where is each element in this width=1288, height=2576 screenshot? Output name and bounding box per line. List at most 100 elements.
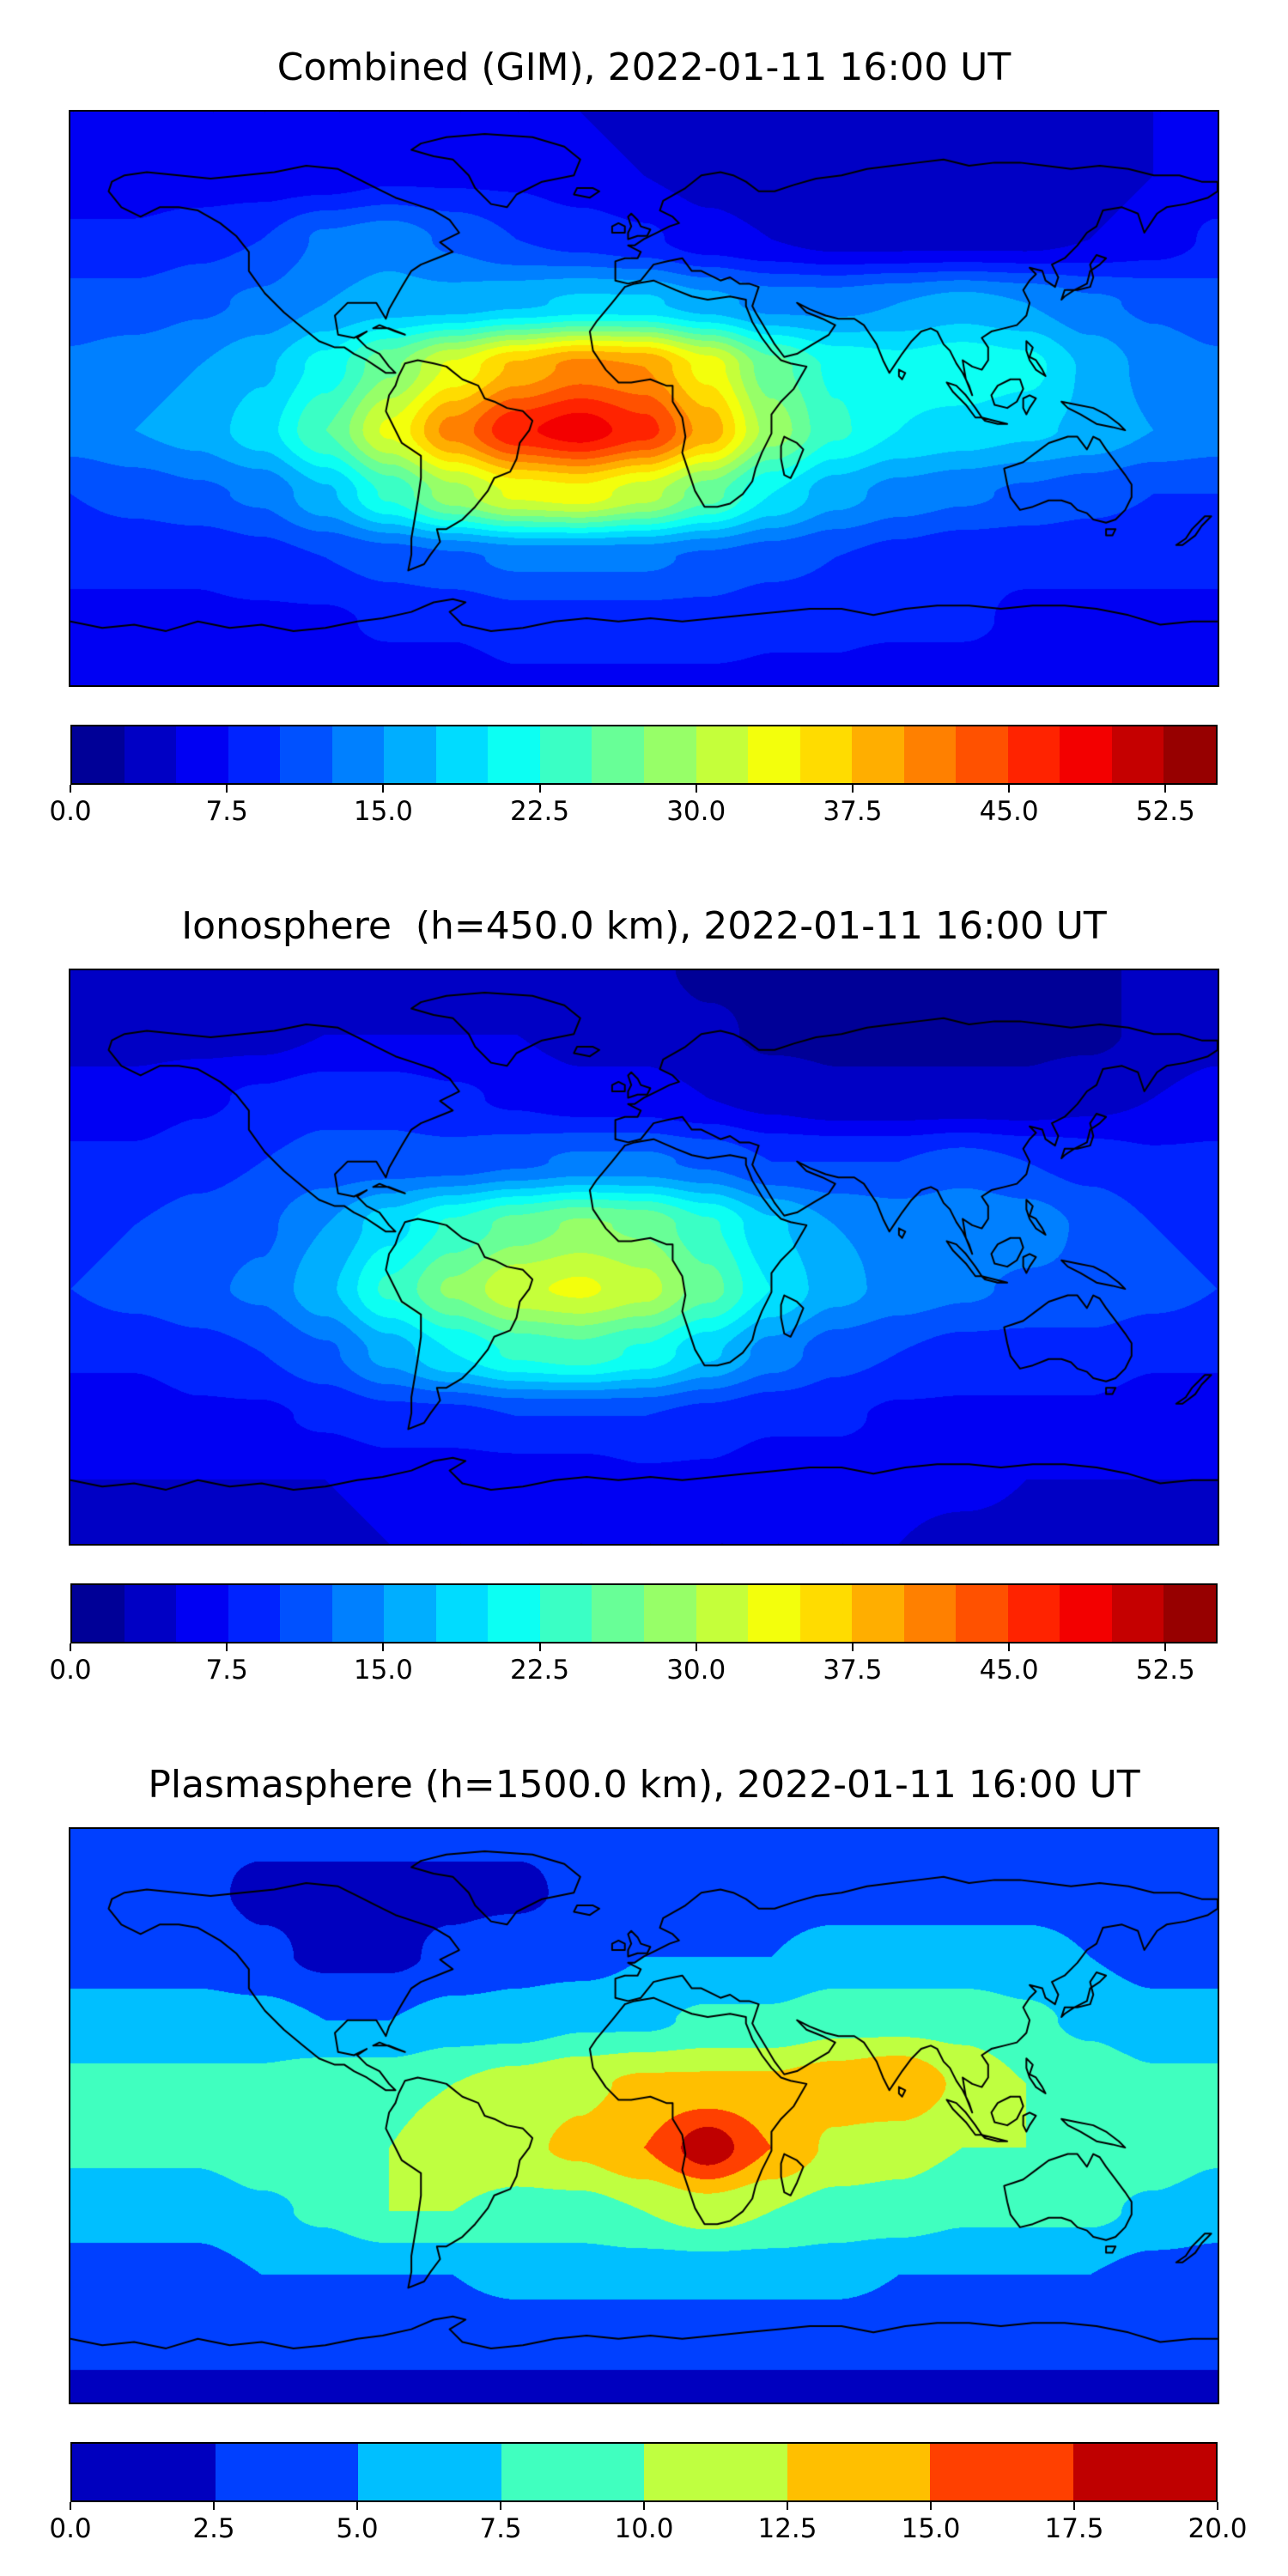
colorbar-tick <box>1217 2502 1218 2510</box>
colorbar-tick <box>1008 785 1011 793</box>
panel-title-ionosphere: Ionosphere (h=450.0 km), 2022-01-11 16:0… <box>181 904 1107 948</box>
colorbar-ticklabels: 0.0 2.5 5.0 7.5 10.0 12.5 15.0 17.5 20.0 <box>49 2513 1247 2549</box>
colorbar-tickmarks <box>70 1643 1218 1652</box>
colorbar-segment <box>384 1585 436 1642</box>
colorbar-segment <box>930 2444 1073 2500</box>
colorbar-tick <box>1164 785 1167 793</box>
map-frame-plasmasphere <box>69 1827 1219 2404</box>
colorbar-tick-label: 17.5 <box>1044 2513 1104 2544</box>
colorbar-tick <box>1164 1643 1167 1651</box>
colorbar-tick <box>1073 2502 1075 2510</box>
colorbar-wrap-ionosphere: 0.0 7.5 15.0 22.5 30.0 37.5 45.0 52.5 <box>49 1583 1218 1691</box>
colorbar-wrap-plasmasphere: 0.0 2.5 5.0 7.5 10.0 12.5 15.0 17.5 20.0 <box>49 2442 1248 2549</box>
colorbar-segment <box>787 2444 930 2500</box>
colorbar-segment <box>748 1585 800 1642</box>
colorbar-tick <box>643 2502 645 2510</box>
colorbar-tick-label: 52.5 <box>1135 796 1195 827</box>
colorbar-segment <box>748 726 800 783</box>
panel-title-plasmasphere: Plasmasphere (h=1500.0 km), 2022-01-11 1… <box>148 1763 1140 1807</box>
colorbar-ionosphere <box>70 1583 1218 1643</box>
colorbar-segment <box>903 1585 957 1642</box>
colorbar-tick <box>213 2502 215 2510</box>
colorbar-segment <box>852 1585 904 1642</box>
map-canvas-plasmasphere <box>70 1829 1218 2403</box>
colorbar-segment <box>228 1585 281 1642</box>
map-canvas-ionosphere <box>70 970 1218 1544</box>
colorbar-tick-label: 45.0 <box>979 796 1039 827</box>
colorbar-tick <box>382 785 385 793</box>
colorbar-segment <box>539 1585 592 1642</box>
colorbar-segment <box>176 1585 228 1642</box>
colorbar-tickmarks <box>70 2502 1218 2511</box>
colorbar-tick <box>538 1643 541 1651</box>
colorbar-segment <box>1072 2444 1216 2500</box>
panel-title-combined: Combined (GIM), 2022-01-11 16:00 UT <box>276 46 1012 89</box>
colorbar-segment <box>956 1585 1008 1642</box>
colorbar-wrap-combined: 0.0 7.5 15.0 22.5 30.0 37.5 45.0 52.5 <box>49 725 1218 832</box>
colorbar-tick-label: 15.0 <box>353 796 413 827</box>
colorbar-segment <box>1163 1585 1217 1642</box>
colorbar-tick-label: 2.5 <box>192 2513 235 2544</box>
colorbar-segment <box>72 726 125 783</box>
colorbar-segment <box>1163 726 1217 783</box>
colorbar-segment <box>358 2444 501 2500</box>
colorbar-tick-label: 15.0 <box>353 1655 413 1686</box>
colorbar-tick <box>695 1643 697 1651</box>
colorbar-tick <box>851 785 854 793</box>
colorbar-combined <box>70 725 1218 785</box>
colorbar-segment <box>539 726 592 783</box>
colorbar-tick <box>930 2502 932 2510</box>
colorbar-tick-label: 15.0 <box>901 2513 961 2544</box>
panel-combined-gim: Combined (GIM), 2022-01-11 16:00 UT 0.0 7… <box>0 0 1288 859</box>
colorbar-tick <box>538 785 541 793</box>
colorbar-segment <box>644 1585 696 1642</box>
colorbar-tick <box>70 2502 71 2510</box>
colorbar-tick <box>226 1643 228 1651</box>
colorbar-tick-label: 0.0 <box>49 1655 92 1686</box>
colorbar-ticklabels: 0.0 7.5 15.0 22.5 30.0 37.5 45.0 52.5 <box>49 796 1218 832</box>
colorbar-tick-label: 10.0 <box>614 2513 674 2544</box>
colorbar-tick-label: 0.0 <box>49 796 92 827</box>
colorbar-segment <box>1111 726 1164 783</box>
colorbar-tick-label: 7.5 <box>205 796 248 827</box>
colorbar-segment <box>435 726 489 783</box>
colorbar-plasmasphere <box>70 2442 1218 2502</box>
colorbar-segment <box>644 2444 787 2500</box>
colorbar-tick <box>382 1643 385 1651</box>
colorbar-tick <box>226 785 228 793</box>
colorbar-segment <box>331 1585 385 1642</box>
colorbar-tick-label: 52.5 <box>1135 1655 1195 1686</box>
colorbar-segment <box>280 726 332 783</box>
map-frame-combined <box>69 110 1219 687</box>
colorbar-segment <box>72 1585 125 1642</box>
colorbar-segment <box>1111 1585 1164 1642</box>
colorbar-tick-label: 37.5 <box>823 796 883 827</box>
colorbar-tick-label: 22.5 <box>510 1655 570 1686</box>
colorbar-segment <box>72 2444 216 2500</box>
panel-ionosphere: Ionosphere (h=450.0 km), 2022-01-11 16:0… <box>0 859 1288 1717</box>
colorbar-tickmarks <box>70 785 1218 793</box>
colorbar-tick <box>70 1643 71 1651</box>
colorbar-tick-label: 37.5 <box>823 1655 883 1686</box>
colorbar-segment <box>1060 726 1112 783</box>
colorbar-segment <box>124 726 177 783</box>
colorbar-tick-label: 0.0 <box>49 2513 92 2544</box>
map-canvas-combined <box>70 112 1218 685</box>
colorbar-segment <box>956 726 1008 783</box>
colorbar-segment <box>799 726 853 783</box>
colorbar-tick-label: 5.0 <box>336 2513 379 2544</box>
colorbar-segment <box>228 726 281 783</box>
colorbar-segment <box>799 1585 853 1642</box>
colorbar-tick-label: 12.5 <box>757 2513 817 2544</box>
colorbar-tick <box>1008 1643 1011 1651</box>
colorbar-tick-label: 7.5 <box>479 2513 522 2544</box>
colorbar-segment <box>1060 1585 1112 1642</box>
colorbar-tick-label: 30.0 <box>666 1655 726 1686</box>
colorbar-segment <box>501 2444 644 2500</box>
colorbar-segment <box>280 1585 332 1642</box>
colorbar-segment <box>331 726 385 783</box>
colorbar-tick-label: 20.0 <box>1188 2513 1248 2544</box>
colorbar-segment <box>696 1585 749 1642</box>
colorbar-tick-label: 22.5 <box>510 796 570 827</box>
colorbar-segment <box>592 726 645 783</box>
